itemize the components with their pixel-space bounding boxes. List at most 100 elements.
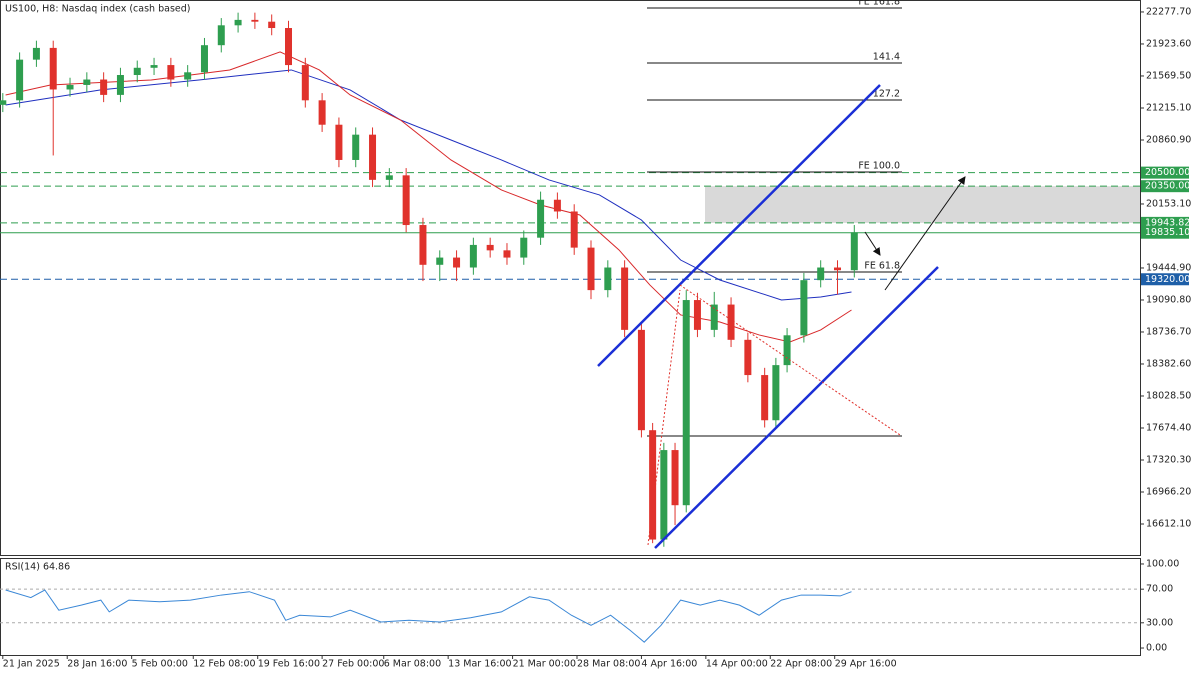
y-tick-label: 19444.90 [1146,262,1191,273]
y-tick-label: 100.00 [1146,558,1179,569]
level-label-box [1141,216,1189,229]
channel-lower [654,266,939,549]
candle-body [671,450,679,506]
candle-body [268,21,276,29]
level-label-box [1141,166,1189,179]
y-tick-label: 21215.10 [1146,102,1191,113]
x-tick-label: 21 Jan 2025 [3,659,60,670]
fib-label: FE 61.8 [864,261,900,272]
candle-body [419,225,427,265]
candle-body [817,267,825,281]
y-tick-label: 18028.50 [1146,390,1191,401]
y-tick-label: 17320.30 [1146,454,1191,465]
candle-body [301,65,309,101]
candle-body [436,257,444,265]
candle-body [469,244,477,268]
candle-body [285,28,293,66]
candle-body [385,175,393,180]
y-tick-label: 70.00 [1146,584,1173,595]
candle-body [503,250,511,258]
trend-dotted [679,284,901,436]
candle-body [850,232,858,271]
x-tick-label: 21 Mar 00:00 [513,659,576,670]
fib-label: 127.2 [873,88,900,99]
candle-body [318,100,326,125]
y-tick-label: 16612.10 [1146,518,1191,529]
candle-body [570,211,578,248]
level-label-box [1141,226,1189,239]
candle-body [800,280,808,336]
candle-body [369,134,377,180]
candle-body [335,124,343,160]
y-tick-label: 18736.70 [1146,326,1191,337]
moving-average [5,51,852,343]
candle-body [682,300,690,506]
candle-body [251,19,259,22]
y-tick-label: 18382.60 [1146,358,1191,369]
x-tick-label: 19 Feb 16:00 [258,659,320,670]
x-tick-label: 27 Feb 00:00 [322,659,384,670]
candle-body [49,47,57,90]
candle-body [520,237,528,258]
candle-body [727,304,735,340]
candle-body [772,365,780,421]
resistance-zone [705,186,1140,223]
x-tick-label: 4 Apr 16:00 [641,659,697,670]
arrow [884,176,966,291]
y-tick-label: 16966.20 [1146,486,1191,497]
candle-body [116,75,124,95]
x-tick-label: 14 Apr 00:00 [706,659,768,670]
x-tick-label: 22 Apr 08:00 [770,659,832,670]
candle-body [352,134,360,160]
chart-title: US100, H8: Nasdaq index (cash based) [5,4,190,15]
fib-label: FE 161.8 [858,0,900,7]
fib-label: 141.4 [873,51,900,62]
candle-body [744,339,752,376]
level-label: 20500.00 [1145,167,1190,178]
y-tick-label: 0.00 [1146,643,1167,654]
candle-body [217,25,225,46]
candle-body [587,247,595,291]
moving-average [5,69,852,301]
channel-upper [597,84,881,367]
trend-dotted [647,289,681,546]
candle-body [184,72,192,80]
y-tick-label: 22277.70 [1146,6,1191,17]
candle-body [783,335,791,366]
x-tick-label: 28 Mar 08:00 [577,659,640,670]
level-label-box [1141,273,1189,286]
candle-body [833,267,841,271]
candle-body [133,67,141,76]
rsi-panel [0,558,1141,656]
candle-body [100,79,108,95]
candle-body [83,79,91,85]
x-tick-label: 13 Mar 16:00 [448,659,511,670]
candle-body [710,304,718,330]
arrow [864,231,881,256]
candle-body [234,19,242,26]
candle-body [66,84,74,90]
candle-body [453,257,461,268]
level-label: 19320.00 [1145,274,1190,285]
fib-label: FE 100.0 [858,160,900,171]
y-tick-label: 21569.50 [1146,70,1191,81]
y-tick-label: 17674.40 [1146,422,1191,433]
candle-body [649,430,657,540]
y-tick-label: 20153.10 [1146,198,1191,209]
candle-body [167,65,175,80]
y-tick-label: 21923.60 [1146,38,1191,49]
candle-body [693,300,701,330]
candle-body [553,199,561,212]
candle-body [16,59,24,101]
rsi-line [5,589,852,643]
rsi-title: RSI(14) 64.86 [5,562,70,573]
candle-body [637,329,645,431]
price-panel [0,0,1141,556]
candle-body [32,47,40,60]
candle-body [537,199,545,238]
candle-body [402,175,410,226]
candle-body [604,267,612,291]
